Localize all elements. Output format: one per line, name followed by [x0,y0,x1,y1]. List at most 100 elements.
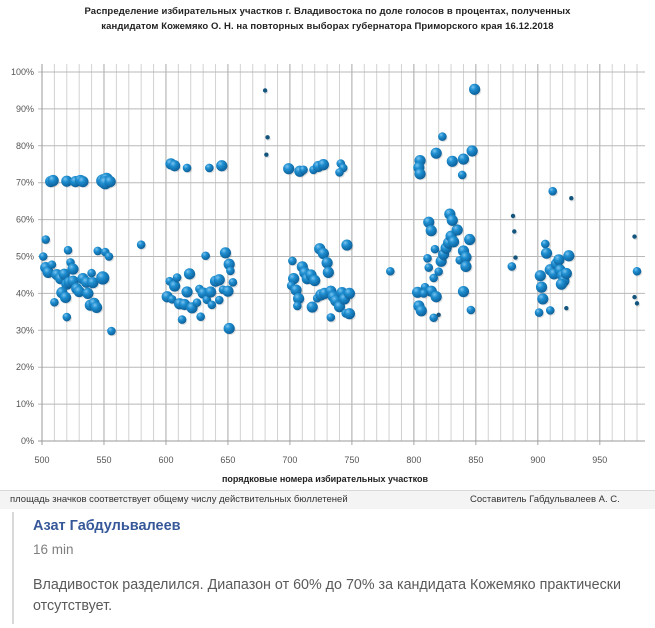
post-quote: Азат Габдульвалеев 16 min Владивосток ра… [12,512,644,624]
bubble [548,186,558,196]
bubble [632,234,637,239]
bubble [309,274,321,287]
bubble [61,175,73,187]
y-tick-label: 50% [16,252,34,262]
bubble [292,292,305,305]
bubble [293,301,302,311]
bubble [136,240,146,249]
bubble [321,257,333,269]
bubble [306,301,318,313]
bubble [466,145,478,157]
bubble [430,147,442,159]
chart-title: Распределение избирательных участков г. … [0,4,655,34]
bubble [415,305,427,317]
bubble [41,235,51,244]
x-tick-label: 850 [468,455,483,465]
bubble [169,280,181,292]
bubble [343,287,356,299]
bubble [510,213,516,219]
bubble [223,322,235,335]
bubble [38,252,48,261]
bubble [457,153,470,165]
bubble [560,267,572,280]
y-tick-label: 70% [16,178,34,188]
y-tick-label: 30% [16,325,34,335]
x-tick-label: 900 [530,455,545,465]
bubble [73,285,85,298]
bubble [632,294,637,300]
bubble [177,315,187,324]
bubble [423,216,435,228]
bubble [283,163,295,175]
y-tick-label: 90% [16,104,34,114]
bubble [290,284,302,296]
bubble [82,287,94,299]
bubble [107,326,116,336]
bubble [447,236,460,248]
bubble [535,281,548,293]
bubble [438,132,447,141]
bubble [436,312,441,318]
bubble [464,233,476,246]
y-tick-label: 20% [16,362,34,372]
x-axis-title: порядковые номера избирательных участков [222,474,429,484]
bubble [564,305,569,311]
bubble [419,289,429,298]
bubble [425,225,437,237]
bubble [424,263,434,272]
y-tick-label: 80% [16,141,34,151]
bubble [201,251,210,261]
bubble [469,83,481,95]
bubble [634,301,640,306]
bubble [446,214,458,226]
bubble [429,273,439,283]
bubble [96,271,110,285]
y-tick-label: 60% [16,215,34,225]
bubble [322,266,334,278]
bubble [58,268,70,280]
bubble-chart: 0% 10% 20% 30% 40% 50% 60% 70% 80% 90% 100% 500 550… [11,64,645,484]
bubble [214,295,224,305]
bubble [262,88,268,93]
bubble [460,251,472,263]
post-author-link[interactable]: Азат Габдульвалеев [33,518,181,534]
bubble [326,313,336,322]
bubble [169,160,181,172]
bubble [512,229,517,234]
x-tick-label: 500 [34,455,49,465]
bubble [540,247,553,259]
x-tick-label: 700 [282,455,297,465]
bubble [222,285,234,297]
post-timestamp[interactable]: 16 min [33,542,74,557]
y-tick-label: 40% [16,288,34,298]
bubble [104,252,114,261]
x-tick-label: 750 [344,455,359,465]
bubble [299,165,308,175]
x-tick-label: 650 [220,455,235,465]
bubble [341,239,353,251]
bubble [264,152,269,157]
x-tick-label: 550 [96,455,111,465]
bubble [93,246,103,256]
post-text: Владивосток разделился. Диапазон от 60% … [33,577,621,614]
chart-footer: площадь значков соответствует общему чис… [0,490,655,509]
bubble [104,175,116,188]
bubble [42,266,54,278]
bubble [553,254,565,266]
bubble [50,297,59,307]
chart-title-line-1: Распределение избирательных участков г. … [84,6,571,17]
bubble [288,256,297,266]
bubble [430,291,442,303]
bubble [196,312,205,321]
bubble [87,277,99,289]
bubble [451,224,463,236]
y-tick-label: 10% [16,399,34,409]
bubble [62,312,72,322]
bubble [204,286,217,298]
bubble [182,163,192,173]
x-axis-tick-labels: 500 550 600 650 700 750 800 850 900 950 [34,455,607,465]
bubble [386,266,395,276]
bubble [67,263,79,275]
bubble [63,245,73,255]
bubble [87,268,96,278]
